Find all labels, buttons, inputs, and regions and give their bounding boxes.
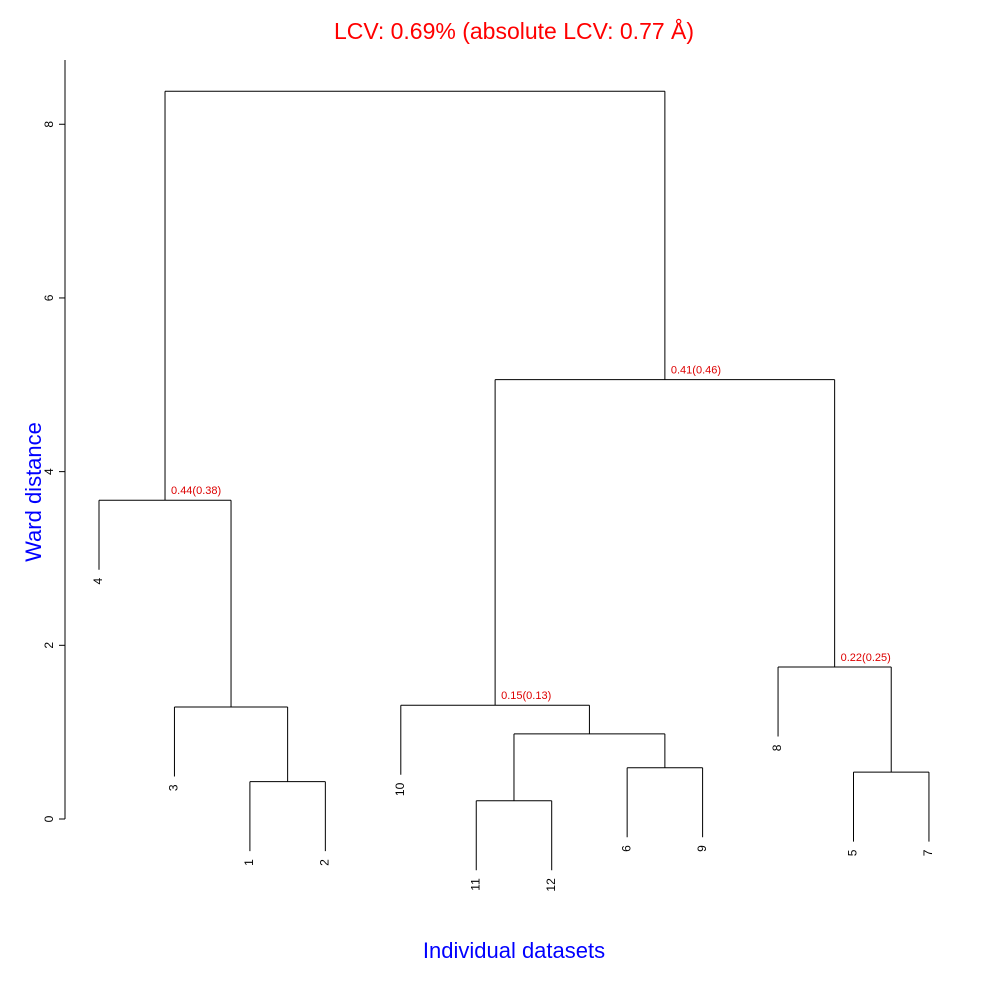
merge [475,800,553,871]
leaf-label: 6 [619,845,633,852]
merge [400,704,590,775]
y-axis-label: Ward distance [21,422,46,562]
merge [164,90,666,501]
leaf-label: 10 [393,782,407,796]
leaf-label: 9 [695,845,709,852]
node-annotation: 0.44(0.38) [171,485,221,497]
x-axis-label: Individual datasets [423,938,605,963]
node-annotation: 0.41(0.46) [671,364,721,376]
y-tick-label: 6 [42,294,56,301]
y-tick-label: 0 [42,815,56,822]
leaf-label: 1 [242,859,256,866]
leaf-label: 4 [91,577,105,584]
y-tick-label: 8 [42,121,56,128]
y-tick-label: 2 [42,642,56,649]
merge [853,771,930,842]
leaf-label: 7 [921,849,935,856]
leaf-label: 12 [544,878,558,892]
leaf-label: 8 [770,744,784,751]
node-annotation: 0.22(0.25) [841,652,891,664]
leaf-label: 2 [318,859,332,866]
node-annotation: 0.15(0.13) [501,690,551,702]
leaf-label: 3 [167,784,181,791]
y-tick-label: 4 [42,468,56,475]
leaf-label: 5 [846,849,860,856]
merge [249,781,326,852]
merge [173,706,289,782]
leaf-label: 11 [468,878,482,891]
merge [494,379,836,706]
chart-title: LCV: 0.69% (absolute LCV: 0.77 Å) [334,17,694,44]
merge [626,767,704,838]
merge [513,733,666,801]
merge [98,499,232,707]
merge [777,666,892,773]
